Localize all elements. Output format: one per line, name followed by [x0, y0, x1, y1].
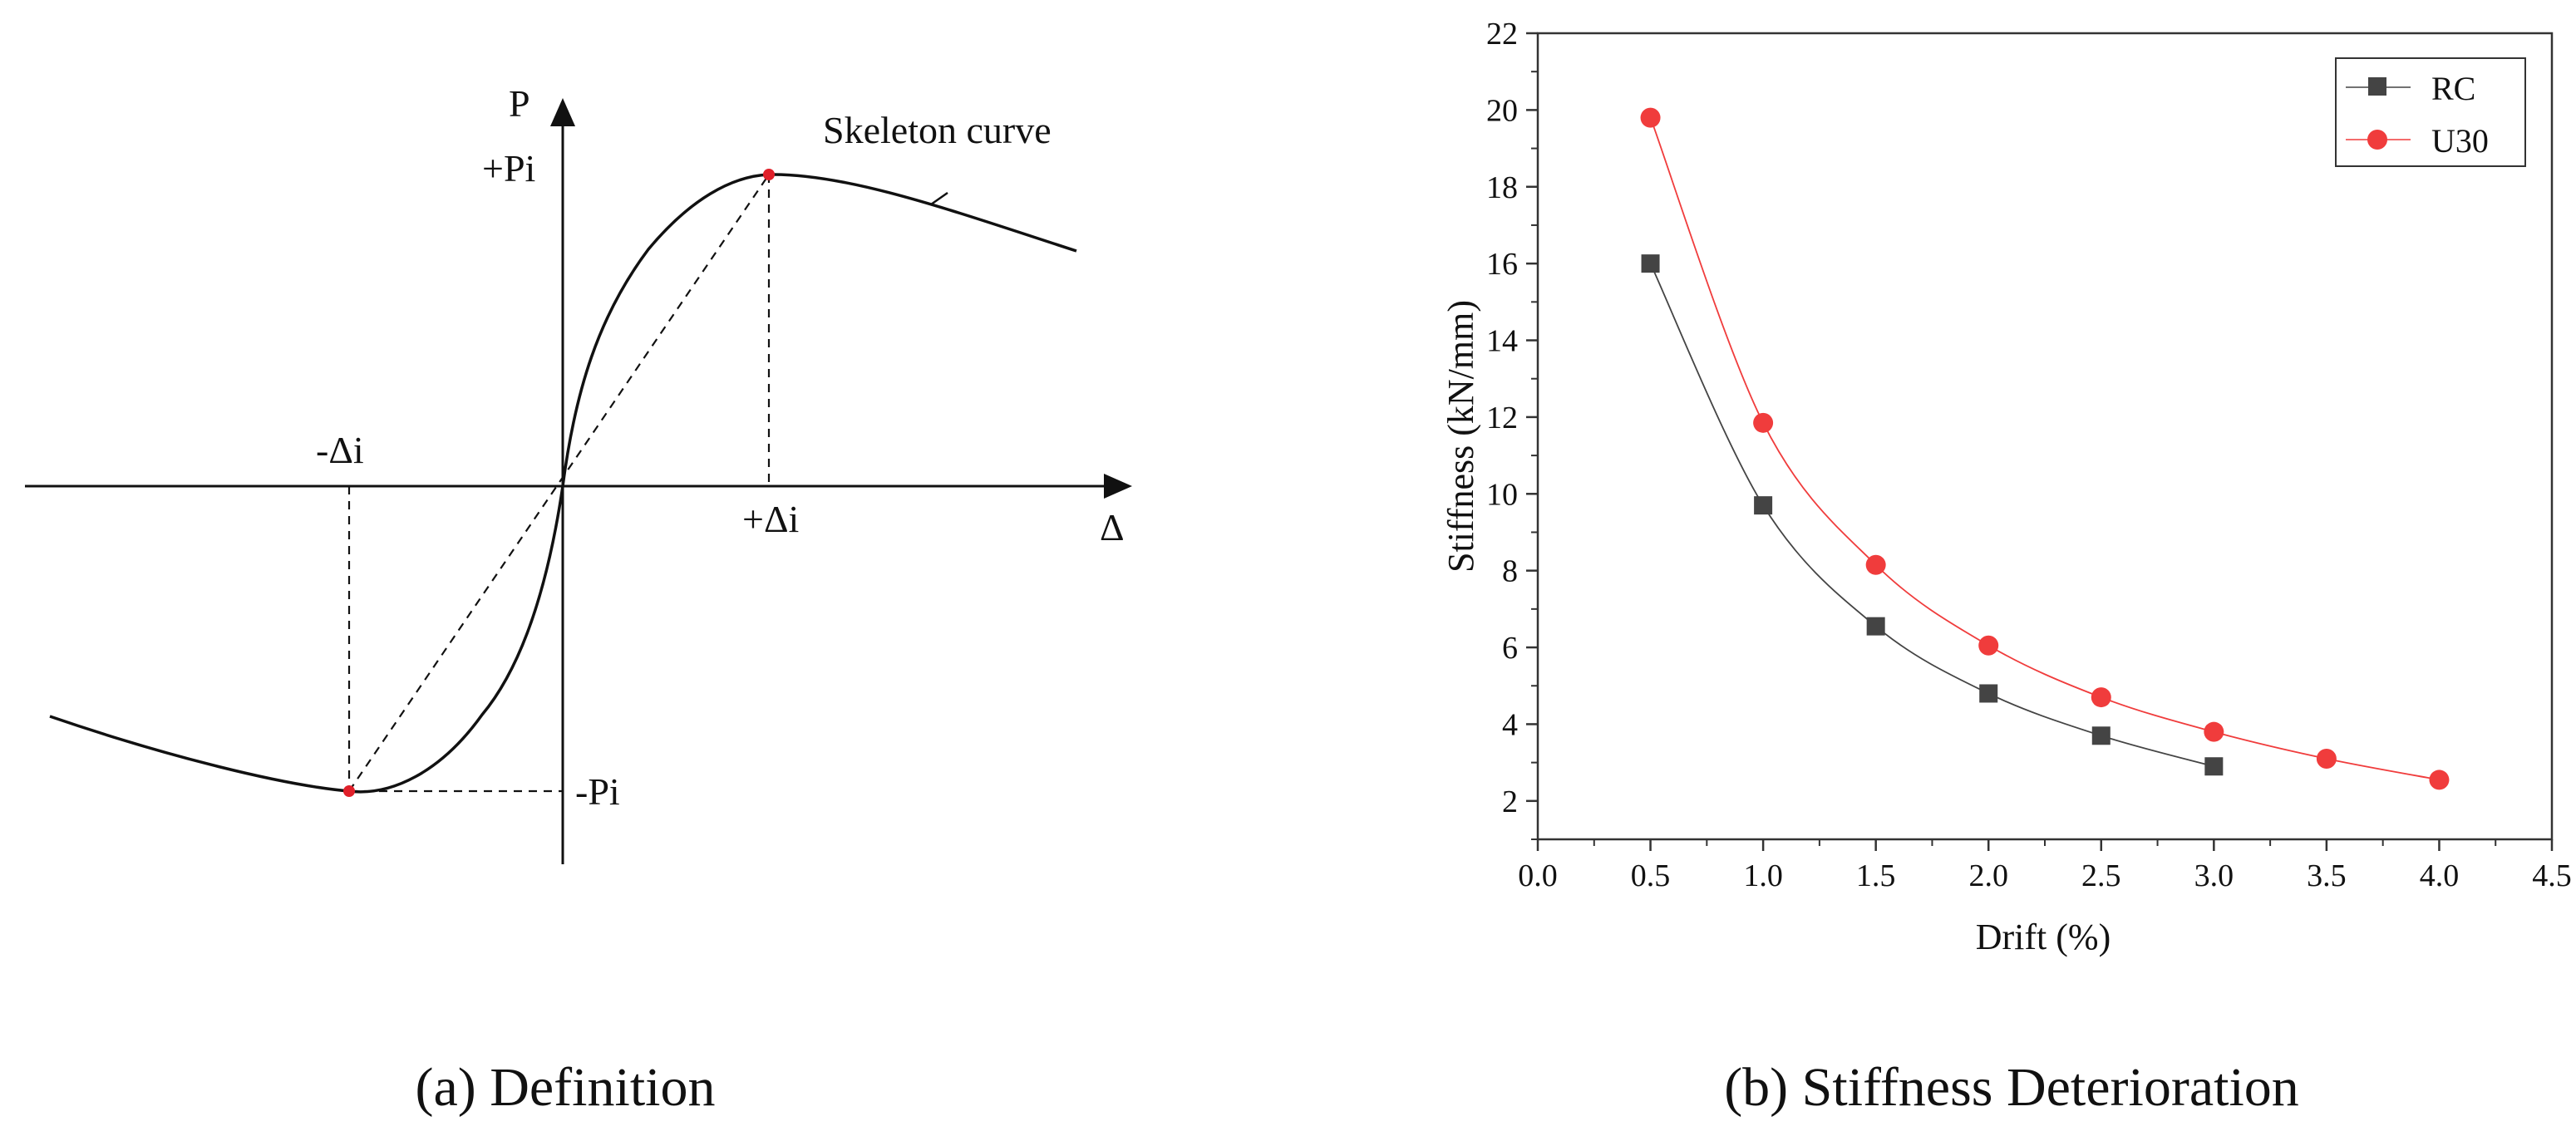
- legend-u30-label: U30: [2431, 122, 2489, 160]
- data-point-rc: [2204, 757, 2224, 776]
- data-point-u30: [2316, 749, 2337, 769]
- x-tick-label: 2.5: [2081, 858, 2121, 893]
- y-tick-label: 10: [1486, 477, 1518, 512]
- series-line-rc: [1649, 263, 2214, 768]
- skeleton-curve: [49, 173, 1077, 794]
- x-tick-label: 2.0: [1968, 858, 2008, 893]
- x-tick-label: 1.5: [1856, 858, 1896, 893]
- data-point-rc: [1979, 684, 1998, 703]
- data-point-rc: [1866, 617, 1885, 636]
- curve-label-leader: [930, 191, 948, 206]
- plus-p-label: +Pi: [482, 147, 535, 189]
- x-tick-label: 0.0: [1518, 858, 1558, 893]
- y-tick-label: 2: [1502, 784, 1518, 819]
- y-tick-label: 14: [1486, 324, 1518, 359]
- panel-b-chart: 0.0 0.5 1.0 1.5 2.0 2.5 3.0 3.5 4.0 4.5 2 4 6 8 10 12 1…: [1441, 17, 2572, 1118]
- x-axis-label: Drift (%): [1976, 917, 2111, 957]
- series-line-u30: [1649, 117, 2440, 781]
- panel-b-caption: (b) Stiffness Deterioration: [1724, 1057, 2299, 1118]
- data-point-rc: [1754, 496, 1773, 515]
- data-point-rc: [2091, 726, 2111, 745]
- panel-a-definition: P +Pi Skeleton curve -Δi +Δi Δ -Pi (a) D…: [25, 82, 1132, 1118]
- legend: RC U30: [2335, 57, 2526, 167]
- y-tick-label: 20: [1486, 93, 1518, 128]
- legend-box: [2335, 57, 2526, 167]
- y-tick-label: 22: [1486, 17, 1518, 52]
- data-point-u30: [2429, 770, 2450, 790]
- panel-a-caption: (a) Definition: [415, 1057, 715, 1118]
- x-tick-label: 3.5: [2307, 858, 2347, 893]
- positive-peak-point: [763, 169, 775, 180]
- negative-peak-point: [343, 785, 355, 797]
- series-markers: [1640, 107, 2450, 790]
- x-tick-label: 1.0: [1743, 858, 1783, 893]
- x-tick-label: 4.0: [2420, 858, 2460, 893]
- data-point-u30: [1978, 635, 1999, 656]
- p-axis-label: P: [509, 82, 530, 125]
- y-tick-label: 6: [1502, 631, 1518, 666]
- skeleton-curve-label: Skeleton curve: [823, 109, 1052, 151]
- x-tick-label: 4.5: [2532, 858, 2572, 893]
- data-point-u30: [2091, 687, 2111, 708]
- series-curves: [1649, 117, 2440, 781]
- data-point-u30: [1865, 554, 1886, 575]
- secant-line: [348, 174, 770, 792]
- data-point-u30: [1753, 412, 1774, 433]
- y-ticks: 2 4 6 8 10 12 14 16 18 20 22: [1486, 17, 1538, 840]
- legend-rc-label: RC: [2431, 70, 2475, 107]
- plus-delta-label: +Δi: [742, 498, 799, 540]
- delta-axis-label: Δ: [1100, 506, 1125, 548]
- minus-p-label: -Pi: [575, 770, 620, 813]
- minus-delta-label: -Δi: [316, 429, 364, 471]
- y-tick-label: 18: [1486, 170, 1518, 205]
- y-axis-label: Stiffness (kN/mm): [1441, 300, 1481, 573]
- y-tick-label: 4: [1502, 707, 1518, 742]
- y-tick-label: 16: [1486, 247, 1518, 282]
- legend-rc-marker: [2368, 77, 2386, 96]
- delta-axis-arrow: [1104, 474, 1132, 499]
- data-point-rc: [1641, 254, 1660, 273]
- legend-u30-marker: [2367, 130, 2387, 150]
- data-point-u30: [1640, 107, 1661, 128]
- data-point-u30: [2204, 721, 2224, 742]
- x-tick-label: 0.5: [1631, 858, 1671, 893]
- y-tick-label: 12: [1486, 401, 1518, 435]
- x-ticks: 0.0 0.5 1.0 1.5 2.0 2.5 3.0 3.5 4.0 4.5: [1518, 839, 2572, 893]
- x-tick-label: 3.0: [2194, 858, 2234, 893]
- y-tick-label: 8: [1502, 554, 1518, 589]
- p-axis-arrow: [550, 98, 575, 126]
